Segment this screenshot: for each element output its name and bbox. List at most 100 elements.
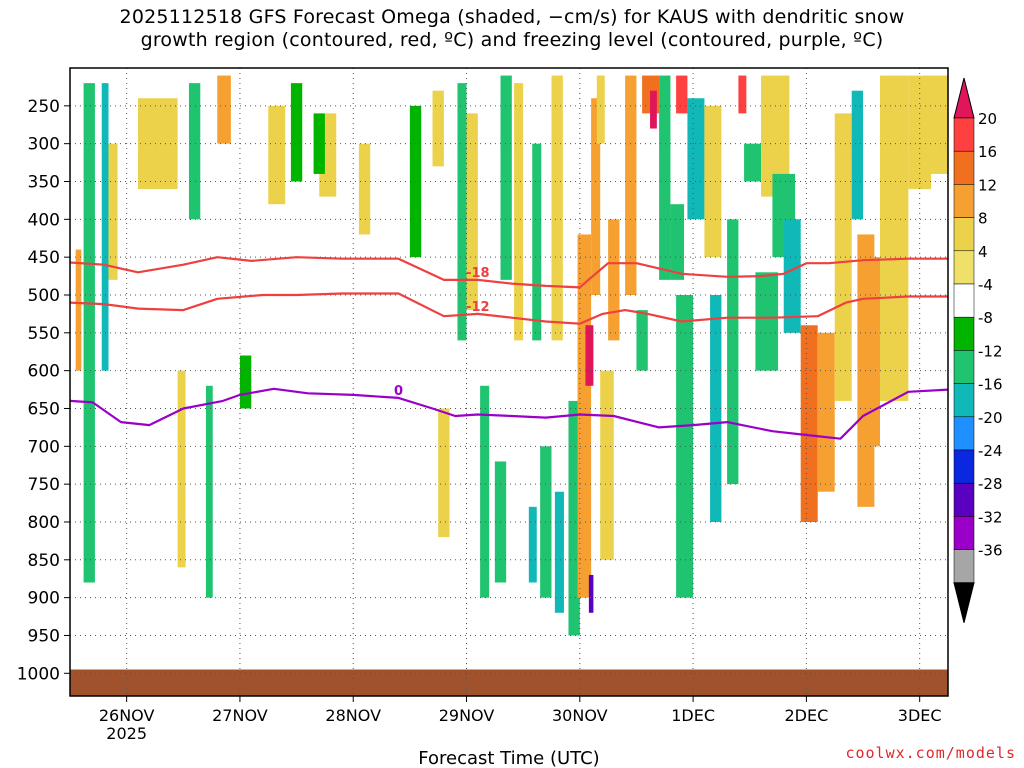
colorbar-segment <box>953 217 975 252</box>
omega-cell <box>625 75 637 295</box>
omega-cell <box>931 75 948 174</box>
omega-cell <box>75 249 82 371</box>
omega-cell <box>834 113 852 401</box>
colorbar-label: 16 <box>978 143 997 161</box>
plot-frame <box>69 67 949 697</box>
y-tick-label: 1000 <box>17 664 60 684</box>
x-axis-label: Forecast Time (UTC) <box>418 748 599 768</box>
y-tick-label: 750 <box>28 475 60 495</box>
contour-line-0 <box>69 387 949 440</box>
colorbar-label: 4 <box>978 243 988 261</box>
omega-cell <box>466 113 478 311</box>
omega-cell <box>551 75 563 341</box>
omega-cell <box>514 83 524 341</box>
omega-cell <box>851 90 864 220</box>
omega-cell <box>868 257 881 447</box>
colorbar-label: -36 <box>978 542 1003 560</box>
omega-cell <box>101 83 109 371</box>
omega-cell <box>480 385 490 598</box>
omega-cell <box>177 370 186 568</box>
omega-cell <box>744 143 762 182</box>
omega-cell <box>313 113 325 174</box>
colorbar-segment <box>953 316 975 351</box>
omega-cell <box>636 310 648 371</box>
colorbar-label: -24 <box>978 442 1003 460</box>
omega-cell <box>783 219 801 333</box>
colorbar-segment <box>953 549 975 584</box>
colorbar-label: -8 <box>978 309 993 327</box>
y-tick-label: 850 <box>28 551 60 571</box>
colorbar-label: -20 <box>978 409 1003 427</box>
colorbar-label: 8 <box>978 210 988 228</box>
x-tick-label: 3DEC <box>898 706 942 725</box>
y-tick-label: 350 <box>28 172 60 192</box>
chart-title-line2: growth region (contoured, red, ºC) and f… <box>140 29 884 51</box>
x-tick-label: 28NOV <box>325 706 381 725</box>
omega-cell <box>290 83 303 182</box>
colorbar-segment <box>953 516 975 550</box>
x-tick-label: 2DEC <box>784 706 828 725</box>
colorbar-label: -4 <box>978 276 993 294</box>
omega-cell <box>687 98 705 220</box>
surface-terrain <box>70 669 948 696</box>
colorbar-label: -32 <box>978 508 1003 526</box>
y-tick-label: 450 <box>28 248 60 268</box>
y-tick-label: 250 <box>28 97 60 117</box>
y-tick-label: 400 <box>28 210 60 230</box>
omega-cell <box>217 75 231 144</box>
colorbar-segment <box>953 350 975 384</box>
contour-label: -12 <box>466 300 490 315</box>
x-tick-label: 27NOV <box>212 706 268 725</box>
colorbar-segment <box>953 283 975 318</box>
omega-cell <box>457 83 467 341</box>
omega-cell <box>800 325 818 522</box>
colorbar-segment <box>953 250 975 285</box>
omega-cell <box>738 75 747 114</box>
omega-cell <box>585 325 594 386</box>
omega-cell <box>596 75 605 144</box>
colorbar-label: -28 <box>978 475 1003 493</box>
omega-cell <box>608 219 620 341</box>
colorbar-segment <box>953 150 975 185</box>
omega-cell <box>577 234 592 598</box>
omega-cell <box>188 83 201 220</box>
omega-cell <box>83 83 95 583</box>
chart-title-line1: 2025112518 GFS Forecast Omega (shaded, −… <box>119 6 905 28</box>
omega-cell <box>137 98 178 190</box>
x-tick-label: 30NOV <box>552 706 608 725</box>
omega-cell <box>676 75 688 114</box>
contour-label: 0 <box>394 384 403 399</box>
omega-cell <box>358 143 371 235</box>
y-tick-label: 900 <box>28 589 60 609</box>
omega-shading <box>75 75 948 636</box>
omega-cell <box>268 105 286 205</box>
credit-text: coolwx.com/models <box>845 744 1016 762</box>
omega-cell <box>108 143 118 280</box>
omega-cell <box>670 204 685 280</box>
colorbar-label: -12 <box>978 342 1003 360</box>
omega-cell <box>727 219 739 485</box>
omega-cell <box>659 75 671 280</box>
omega-cell <box>532 143 542 341</box>
colorbar: 20 16 12 8 4 -4 -8 -12 -16 -20 -24 -28 -32 -36 <box>953 77 1003 623</box>
x-tick-label: 1DEC <box>671 706 715 725</box>
omega-cell <box>528 506 537 583</box>
colorbar-segment <box>953 184 975 218</box>
y-axis: 250 300 350 400 450 500 550 600 650 700 750 800 850 9… <box>17 97 70 684</box>
colorbar-segment <box>953 117 975 152</box>
contour-lines: -18 -12 0 <box>69 256 949 440</box>
colorbar-segment <box>953 383 975 418</box>
omega-cell <box>554 491 564 613</box>
y-tick-label: 800 <box>28 513 60 533</box>
omega-cell <box>568 400 580 636</box>
omega-cell <box>239 355 252 409</box>
surface-band <box>70 669 948 696</box>
contour-label: -18 <box>466 266 490 281</box>
omega-cell <box>588 574 594 613</box>
y-tick-label: 600 <box>28 362 60 382</box>
x-tick-label: 29NOV <box>439 706 495 725</box>
omega-cell <box>591 98 601 295</box>
y-tick-label: 700 <box>28 437 60 457</box>
colorbar-segment <box>953 449 975 484</box>
